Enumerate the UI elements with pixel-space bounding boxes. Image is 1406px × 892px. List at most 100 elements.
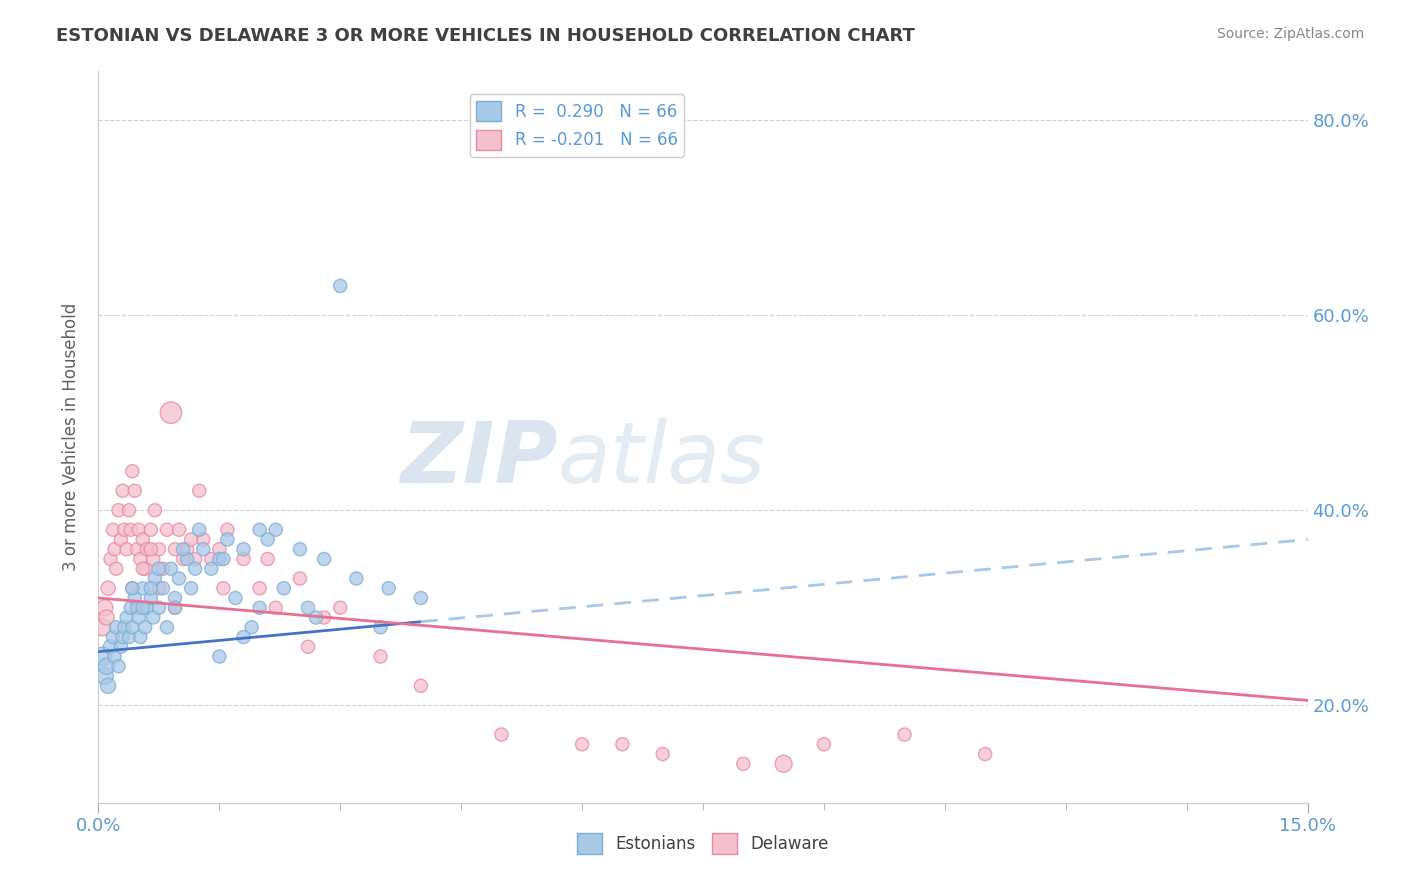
Point [172,542,194,557]
Point [142,552,165,566]
Point [212,552,235,566]
Point [134,562,156,576]
Point [200,562,222,576]
Point [129,630,152,644]
Point [167,572,190,586]
Point [163,542,186,557]
Point [651,747,673,761]
Point [97,679,120,693]
Point [91,649,114,664]
Point [612,737,634,751]
Point [107,503,129,517]
Point [118,503,141,517]
Point [176,542,198,557]
Point [160,406,183,420]
Point [240,620,263,634]
Point [208,552,231,566]
Point [139,581,162,595]
Point [249,581,271,595]
Text: ESTONIAN VS DELAWARE 3 OR MORE VEHICLES IN HOUSEHOLD CORRELATION CHART: ESTONIAN VS DELAWARE 3 OR MORE VEHICLES … [56,27,915,45]
Point [105,562,128,576]
Point [305,610,328,624]
Point [163,600,186,615]
Point [232,552,254,566]
Point [135,542,157,557]
Point [124,591,146,605]
Point [256,552,278,566]
Point [139,591,162,605]
Point [127,600,149,615]
Point [148,581,170,595]
Point [121,581,143,595]
Point [256,533,278,547]
Point [96,659,118,673]
Point [249,523,271,537]
Point [143,572,166,586]
Point [772,756,794,771]
Point [344,572,367,586]
Point [115,610,138,624]
Point [288,572,311,586]
Point [188,523,211,537]
Point [152,562,174,576]
Point [143,503,166,517]
Point [115,542,138,557]
Point [132,533,155,547]
Point [121,620,143,634]
Point [176,552,198,566]
Point [491,727,513,741]
Point [329,600,352,615]
Point [370,649,392,664]
Point [193,533,215,547]
Point [156,620,179,634]
Point [112,523,135,537]
Text: ZIP: ZIP [401,417,558,500]
Point [103,542,125,557]
Point [132,600,155,615]
Point [107,659,129,673]
Point [148,542,170,557]
Text: Source: ZipAtlas.com: Source: ZipAtlas.com [1216,27,1364,41]
Point [813,737,835,751]
Point [132,562,155,576]
Legend: Estonians, Delaware: Estonians, Delaware [571,827,835,860]
Point [105,620,128,634]
Point [128,523,150,537]
Point [288,542,311,557]
Point [163,600,186,615]
Point [135,600,157,615]
Point [134,620,156,634]
Point [188,483,211,498]
Point [121,581,143,595]
Point [297,640,319,654]
Point [118,630,141,644]
Point [129,552,152,566]
Point [212,581,235,595]
Point [893,727,915,741]
Point [409,591,432,605]
Point [163,591,186,605]
Point [94,669,117,683]
Point [273,581,295,595]
Text: atlas: atlas [558,417,766,500]
Point [733,756,755,771]
Point [297,600,319,615]
Point [184,552,207,566]
Point [101,630,124,644]
Point [172,552,194,566]
Point [132,581,155,595]
Point [370,620,392,634]
Point [156,523,179,537]
Point [124,483,146,498]
Point [974,747,997,761]
Point [184,562,207,576]
Point [180,581,202,595]
Point [314,610,336,624]
Point [409,679,432,693]
Point [148,562,170,576]
Point [110,533,132,547]
Point [224,591,246,605]
Point [329,279,352,293]
Point [264,600,287,615]
Point [208,649,231,664]
